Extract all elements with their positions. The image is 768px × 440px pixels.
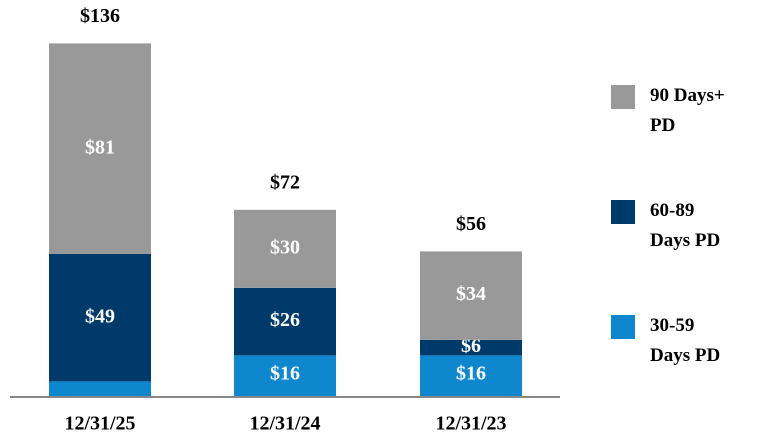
legend-item: 30-59 Days PD	[611, 315, 735, 371]
value-label: $49	[85, 305, 115, 327]
value-label: $34	[456, 283, 486, 305]
value-label: $16	[456, 363, 486, 385]
chart: $6 $49 $81 $136 12/31/25 $16 $26 $30 $72 12/31/24…	[10, 5, 560, 435]
total-label: $136	[80, 5, 120, 27]
total-label: $72	[270, 171, 300, 193]
bar-segment	[234, 355, 336, 397]
bar-segment	[49, 254, 151, 382]
value-label: $81	[85, 136, 115, 158]
x-tick-label: 12/31/23	[435, 413, 506, 435]
legend-item: 60-89 Days PD	[611, 200, 735, 256]
total-label: $56	[456, 213, 486, 235]
bar-segment	[420, 251, 522, 340]
legend-label: 30-59 Days PD	[650, 315, 721, 366]
value-label: $16	[270, 363, 300, 385]
bar-segment	[420, 339, 522, 356]
x-tick-label: 12/31/24	[249, 413, 320, 435]
bar-segment	[49, 43, 151, 255]
value-label: $26	[270, 309, 300, 331]
bar-segment	[234, 287, 336, 356]
legend-swatch	[611, 315, 635, 339]
legend-item: 90 Days+ PD	[611, 85, 735, 141]
legend-label: 60-89 Days PD	[650, 200, 721, 251]
value-label: $30	[270, 236, 300, 258]
legend-label: 90 Days+ PD	[650, 85, 725, 136]
legend-swatch	[611, 200, 635, 224]
x-tick-label: 12/31/25	[64, 413, 135, 435]
bar-segment	[49, 381, 151, 397]
legend-swatch	[611, 85, 635, 109]
bar-segment	[420, 355, 522, 397]
bar-segment	[234, 209, 336, 288]
value-label: $6	[461, 335, 481, 357]
